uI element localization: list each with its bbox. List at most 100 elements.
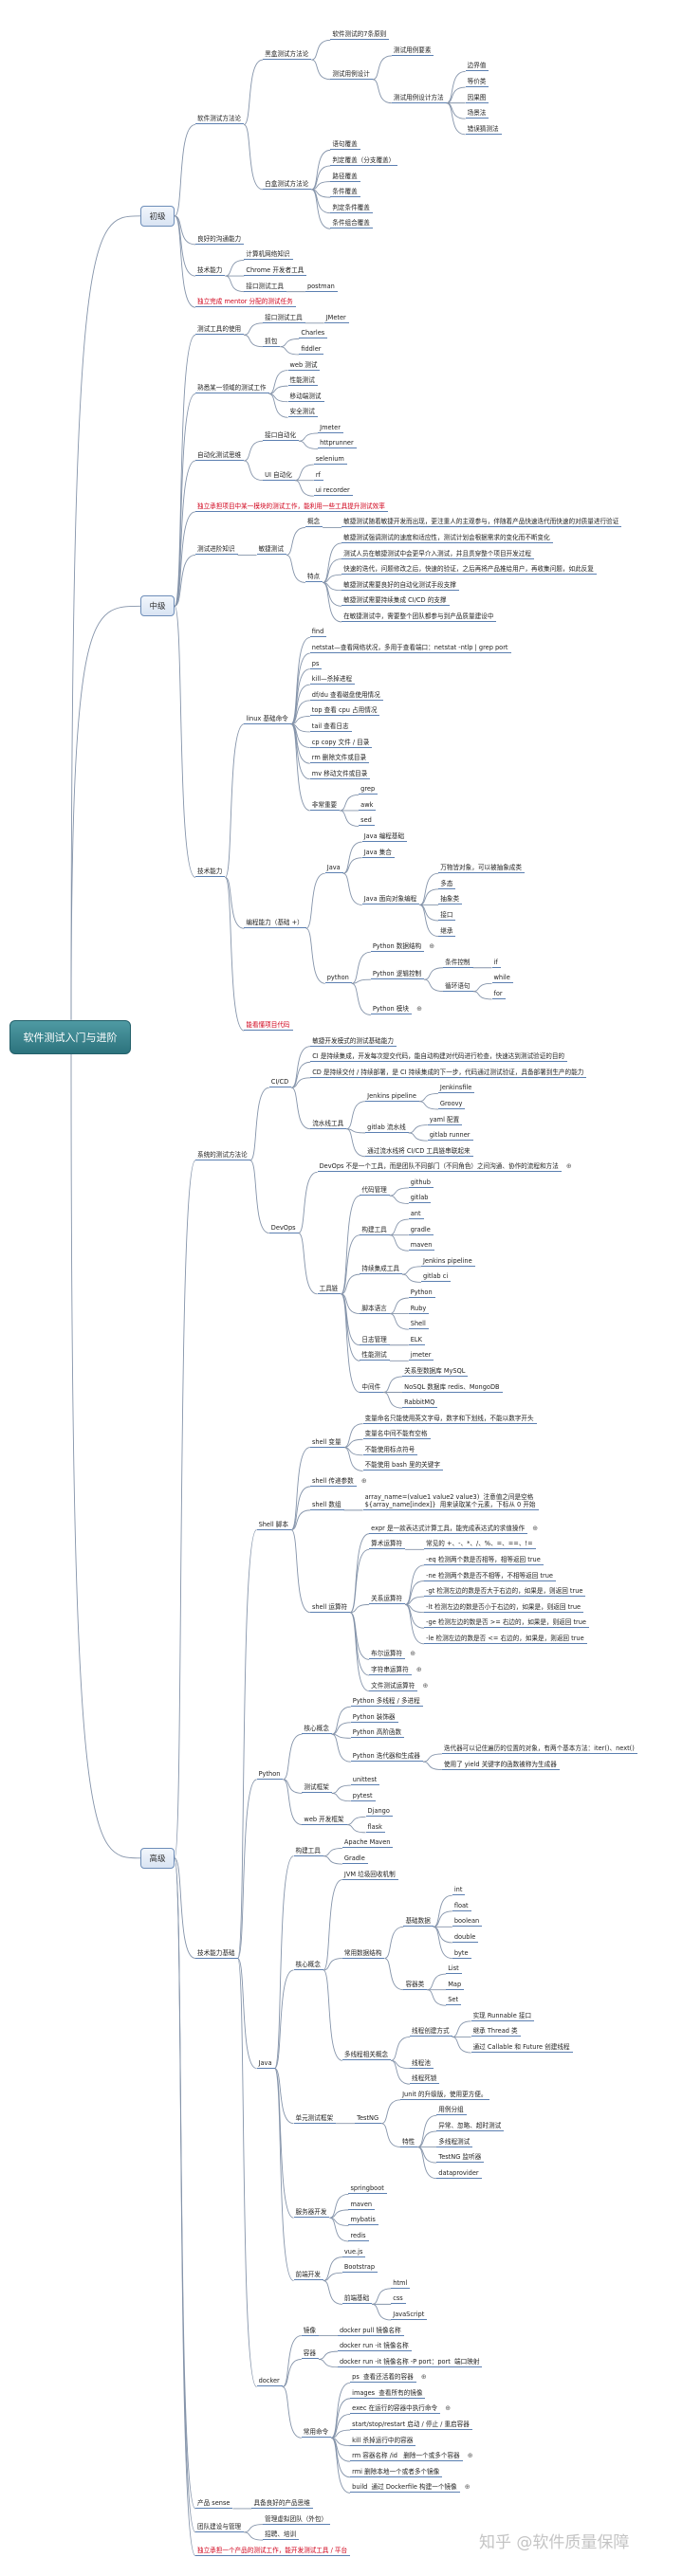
node-label: Python [258,1769,281,1778]
connector [389,1195,409,1204]
node-label: docker run -it 镜像名称 -P port：port 端口映射 [339,2357,480,2366]
connector [422,1761,442,1770]
mindmap-node: 核心概念 [302,1725,332,1735]
expand-icon[interactable]: ⊕ [445,2404,452,2413]
mindmap-node: 抽象类 [438,895,463,905]
mindmap-node: ELK [408,1336,425,1345]
node-label: DevOps 不是一个工具，而是团队不同部门（不同角色）之间沟通、协作的流程和方… [319,1162,559,1171]
mindmap-node: 接口自动化 [263,431,300,442]
mindmap-node: Python 装饰器 [350,1713,398,1723]
node-label: DevOps [270,1223,296,1232]
node-label: Groovy [439,1099,463,1107]
mindmap-node: 异常、忽略、超时测试 [436,2122,505,2131]
connector [404,1603,425,1645]
mindmap-node: 敏捷测试强调测试的速度和适应性，测试计划会根据需求的变化而不断变化 [342,534,553,543]
node-label: maven [410,1241,433,1250]
connector [244,2531,264,2541]
node-label: 迭代器可以记住遍历的位置的对象，有两个基本方法：iter()、next() [443,1744,635,1752]
mindmap-node: linux 基础命令 [244,715,291,724]
expand-icon[interactable]: ⊕ [420,2373,427,2382]
node-label: 在敏捷测试中，需要整个团队都参与到产品质量建设中 [343,612,494,620]
node-label: mybatis [350,2216,376,2224]
expand-icon[interactable]: ⊕ [360,1477,367,1485]
mindmap-node: Groovy [437,1099,466,1109]
connector [290,668,310,725]
expand-icon[interactable]: ⊕ [565,1162,572,1171]
expand-icon[interactable]: ⊕ [415,1666,422,1673]
connector [433,1926,452,1959]
mindmap-node: images 查看所有的镜像 [350,2389,426,2399]
expand-icon[interactable]: ⊕ [464,2483,471,2492]
mindmap-node: 容器 [301,2349,319,2360]
mindmap-node: 持续集成工具 [360,1265,402,1275]
connector [408,1124,428,1134]
node-label: 容器类 [405,1980,425,1988]
connector [349,1548,370,1614]
connector [174,215,196,308]
node-label: 多线程测试 [438,2137,471,2146]
connector [323,2280,342,2305]
expand-icon[interactable]: ⊕ [429,942,435,951]
level-node: 高级 [140,1847,175,1869]
mindmap-node: 特点 [305,573,323,583]
connector [290,723,310,812]
mindmap-node: 特性 [400,2138,418,2147]
node-label: Shell 脚本 [258,1520,288,1528]
node-label: 常用数据结构 [343,1948,382,1957]
mindmap-node: 系统的测试方法论 [195,1151,250,1160]
expand-icon[interactable]: ⊕ [416,1005,422,1014]
node-label: float [453,1901,469,1909]
node-label: -lt 检测左边的数是否小于右边的，如果是，则返回 true [426,1602,581,1611]
connector [351,951,371,984]
connector [237,1529,257,1959]
expand-icon[interactable]: ⊕ [532,1524,539,1532]
connector [349,1612,370,1660]
connector [283,1779,303,1826]
mindmap-node: 测试进阶知识 [195,545,238,556]
mindmap-node: UI 自动化 [263,471,295,481]
connector [286,526,305,556]
node-label: 代码管理 [361,1186,387,1195]
node-label: css [393,2294,403,2303]
mindmap-node: 非常重要 [309,801,341,811]
mindmap-node: 招聘、培训 [263,2530,300,2541]
expand-icon[interactable]: ⊕ [467,2452,473,2460]
mindmap-node: double [452,1932,479,1943]
connector [291,1061,311,1088]
node-label: 接口测试工具 [246,282,284,290]
mindmap-node: fiddler [299,345,324,355]
mindmap-node: rm 删除文件或目录 [309,754,370,764]
mindmap-node: github [408,1178,434,1188]
node-label: selenium [315,455,344,464]
node-label: UI 自动化 [265,470,292,479]
mindmap-node: 判定条件覆盖 [330,204,373,213]
node-label: 计算机网络知识 [246,250,290,259]
expand-icon[interactable]: ⊕ [410,1650,416,1658]
mindmap-node: df/du 查看磁盘使用情况 [309,691,383,701]
node-label: array_name=(value1 value2 value3) 注意值之间是… [364,1492,536,1508]
node-label: 概念 [306,518,321,526]
node-label: 安全测试 [289,408,315,416]
node-label: 不能使用标点符号 [364,1445,415,1453]
mindmap-node: 文件测试运算符 ⊕ [369,1682,428,1691]
mindmap-node: 团队建设与管理 [195,2523,245,2532]
mindmap-node: docker [256,2377,283,2387]
node-label: 具备良好的产品思维 [253,2498,310,2507]
connector [290,637,310,725]
node-label: double [453,1932,476,1941]
expand-icon[interactable]: ⊕ [422,1681,429,1690]
connector [329,2217,349,2242]
connector [274,2068,294,2125]
mindmap-node: 代码管理 [360,1186,390,1197]
node-label: 关系型数据库 MySQL [404,1366,466,1375]
node-label: postman [306,282,335,290]
connector [290,684,310,725]
node-label: shell 传递参数 [311,1477,354,1485]
mindmap-node: Gradle [342,1854,368,1865]
mindmap-node: mv 移动文件或目录 [309,770,371,779]
mindmap-node: Python 高阶函数 [350,1728,405,1739]
mindmap-node: Junit 的升级版，使用更方便。 [400,2091,490,2100]
connector [372,79,392,104]
connector [419,872,439,905]
connector [384,1958,404,1991]
